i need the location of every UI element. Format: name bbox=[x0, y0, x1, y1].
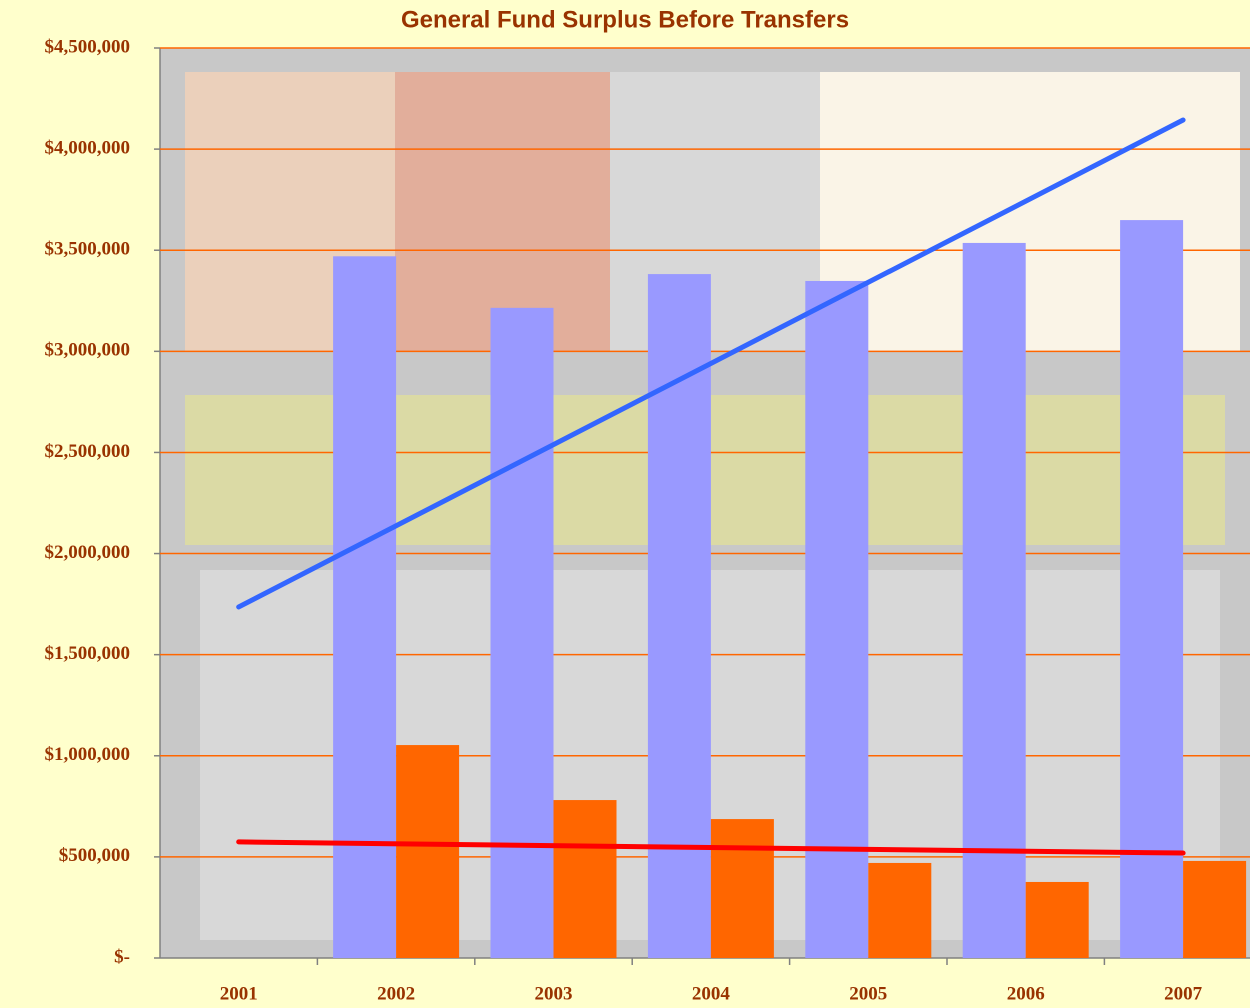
bar bbox=[333, 256, 396, 958]
y-tick-label: $3,500,000 bbox=[45, 239, 131, 260]
chart-title: General Fund Surplus Before Transfers bbox=[401, 6, 849, 33]
y-tick-label: $4,000,000 bbox=[45, 137, 131, 158]
x-tick-label: 2003 bbox=[535, 983, 573, 1004]
y-tick-label: $3,000,000 bbox=[45, 340, 131, 361]
bar bbox=[1120, 220, 1183, 958]
bar bbox=[1183, 861, 1246, 958]
y-tick-label: $2,500,000 bbox=[45, 441, 131, 462]
x-tick-label: 2005 bbox=[849, 983, 887, 1004]
chart: General Fund Surplus Before Transfers $-… bbox=[0, 0, 1250, 1008]
bar bbox=[1026, 882, 1089, 958]
background-panel bbox=[610, 72, 820, 352]
x-tick-label: 2007 bbox=[1164, 983, 1203, 1004]
bar bbox=[554, 800, 617, 958]
y-tick-label: $4,500,000 bbox=[45, 36, 131, 57]
bar bbox=[491, 308, 554, 958]
bar bbox=[396, 745, 459, 958]
y-tick-label: $1,500,000 bbox=[45, 643, 131, 664]
x-tick-label: 2006 bbox=[1007, 983, 1045, 1004]
x-tick-label: 2004 bbox=[692, 983, 731, 1004]
y-tick-label: $1,000,000 bbox=[45, 744, 131, 765]
x-tick-label: 2002 bbox=[377, 983, 415, 1004]
x-tick-label: 2001 bbox=[220, 983, 258, 1004]
bar bbox=[805, 281, 868, 958]
y-tick-label: $- bbox=[114, 946, 130, 967]
y-tick-label: $500,000 bbox=[59, 845, 130, 866]
bar bbox=[868, 863, 931, 958]
bar bbox=[711, 819, 774, 958]
bar bbox=[648, 274, 711, 958]
y-tick-label: $2,000,000 bbox=[45, 542, 131, 563]
